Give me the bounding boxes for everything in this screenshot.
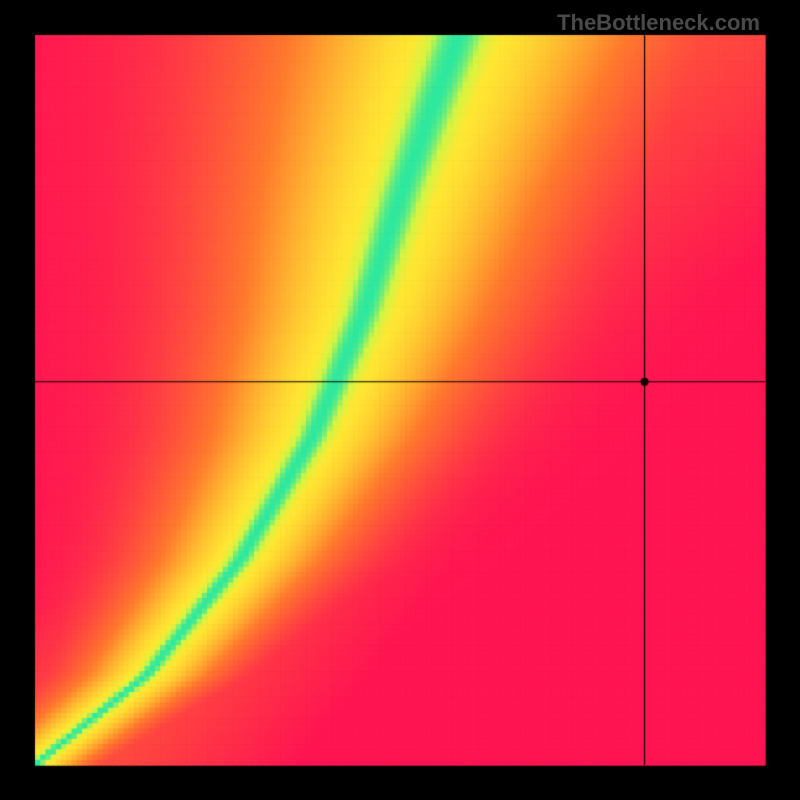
crosshair-overlay — [0, 0, 800, 800]
watermark-text: TheBottleneck.com — [557, 10, 760, 36]
chart-container: TheBottleneck.com — [0, 0, 800, 800]
